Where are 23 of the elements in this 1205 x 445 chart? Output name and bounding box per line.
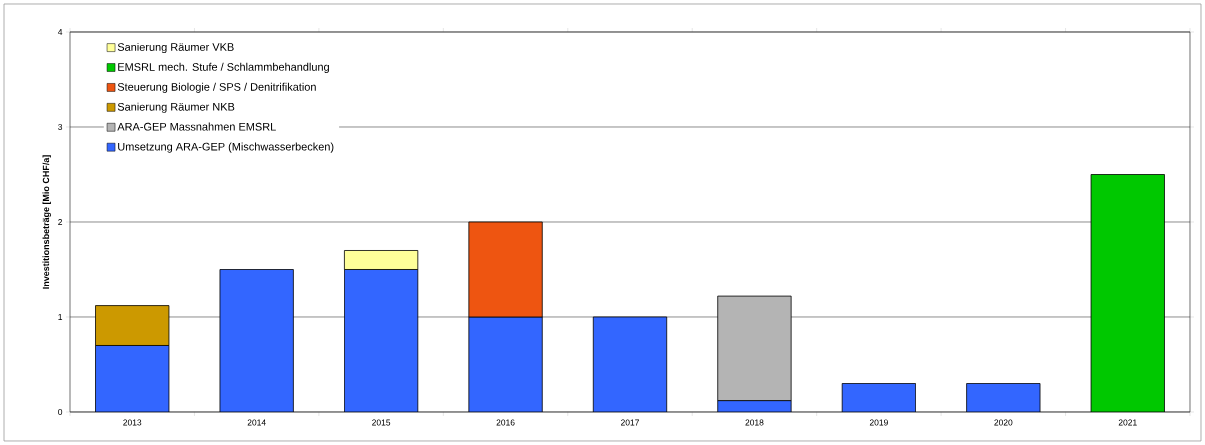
y-tick-label: 1 [58, 314, 63, 320]
y-tick-label: 0 [58, 408, 63, 415]
legend-label: Steuerung Biologie / SPS / Denitrifikation [117, 82, 316, 93]
legend-label: EMSRL mech. Stufe / Schlammbehandlung [118, 62, 329, 74]
x-tick-label: 2018 [745, 419, 764, 426]
y-tick-label: 2 [58, 219, 63, 225]
legend-label: ARA-GEP Massnahmen EMSRL [117, 122, 276, 131]
x-tick-label: 2021 [1118, 419, 1137, 426]
x-tick-label: 2017 [621, 419, 639, 426]
bar [966, 383, 1041, 412]
y-tick-label: 3 [58, 124, 63, 130]
x-tick-label: 2020 [994, 419, 1013, 426]
legend-label: Sanierung Räumer NKB [117, 102, 235, 113]
x-tick-label: 2015 [372, 419, 391, 426]
bar [219, 269, 294, 412]
x-tick-label: 2016 [496, 419, 515, 426]
y-tick-label: 4 [57, 29, 63, 35]
y-axis-title: Investitionsbeträge [Mio CHF/a] [42, 155, 51, 289]
x-tick-label: 2013 [123, 419, 142, 426]
legend-label: Sanierung Räumer VKB [117, 42, 234, 54]
legend-label: Umsetzung ARA-GEP (Mischwasserbecken) [118, 142, 334, 153]
x-tick-label: 2014 [247, 419, 266, 426]
x-tick-label: 2019 [869, 419, 888, 426]
